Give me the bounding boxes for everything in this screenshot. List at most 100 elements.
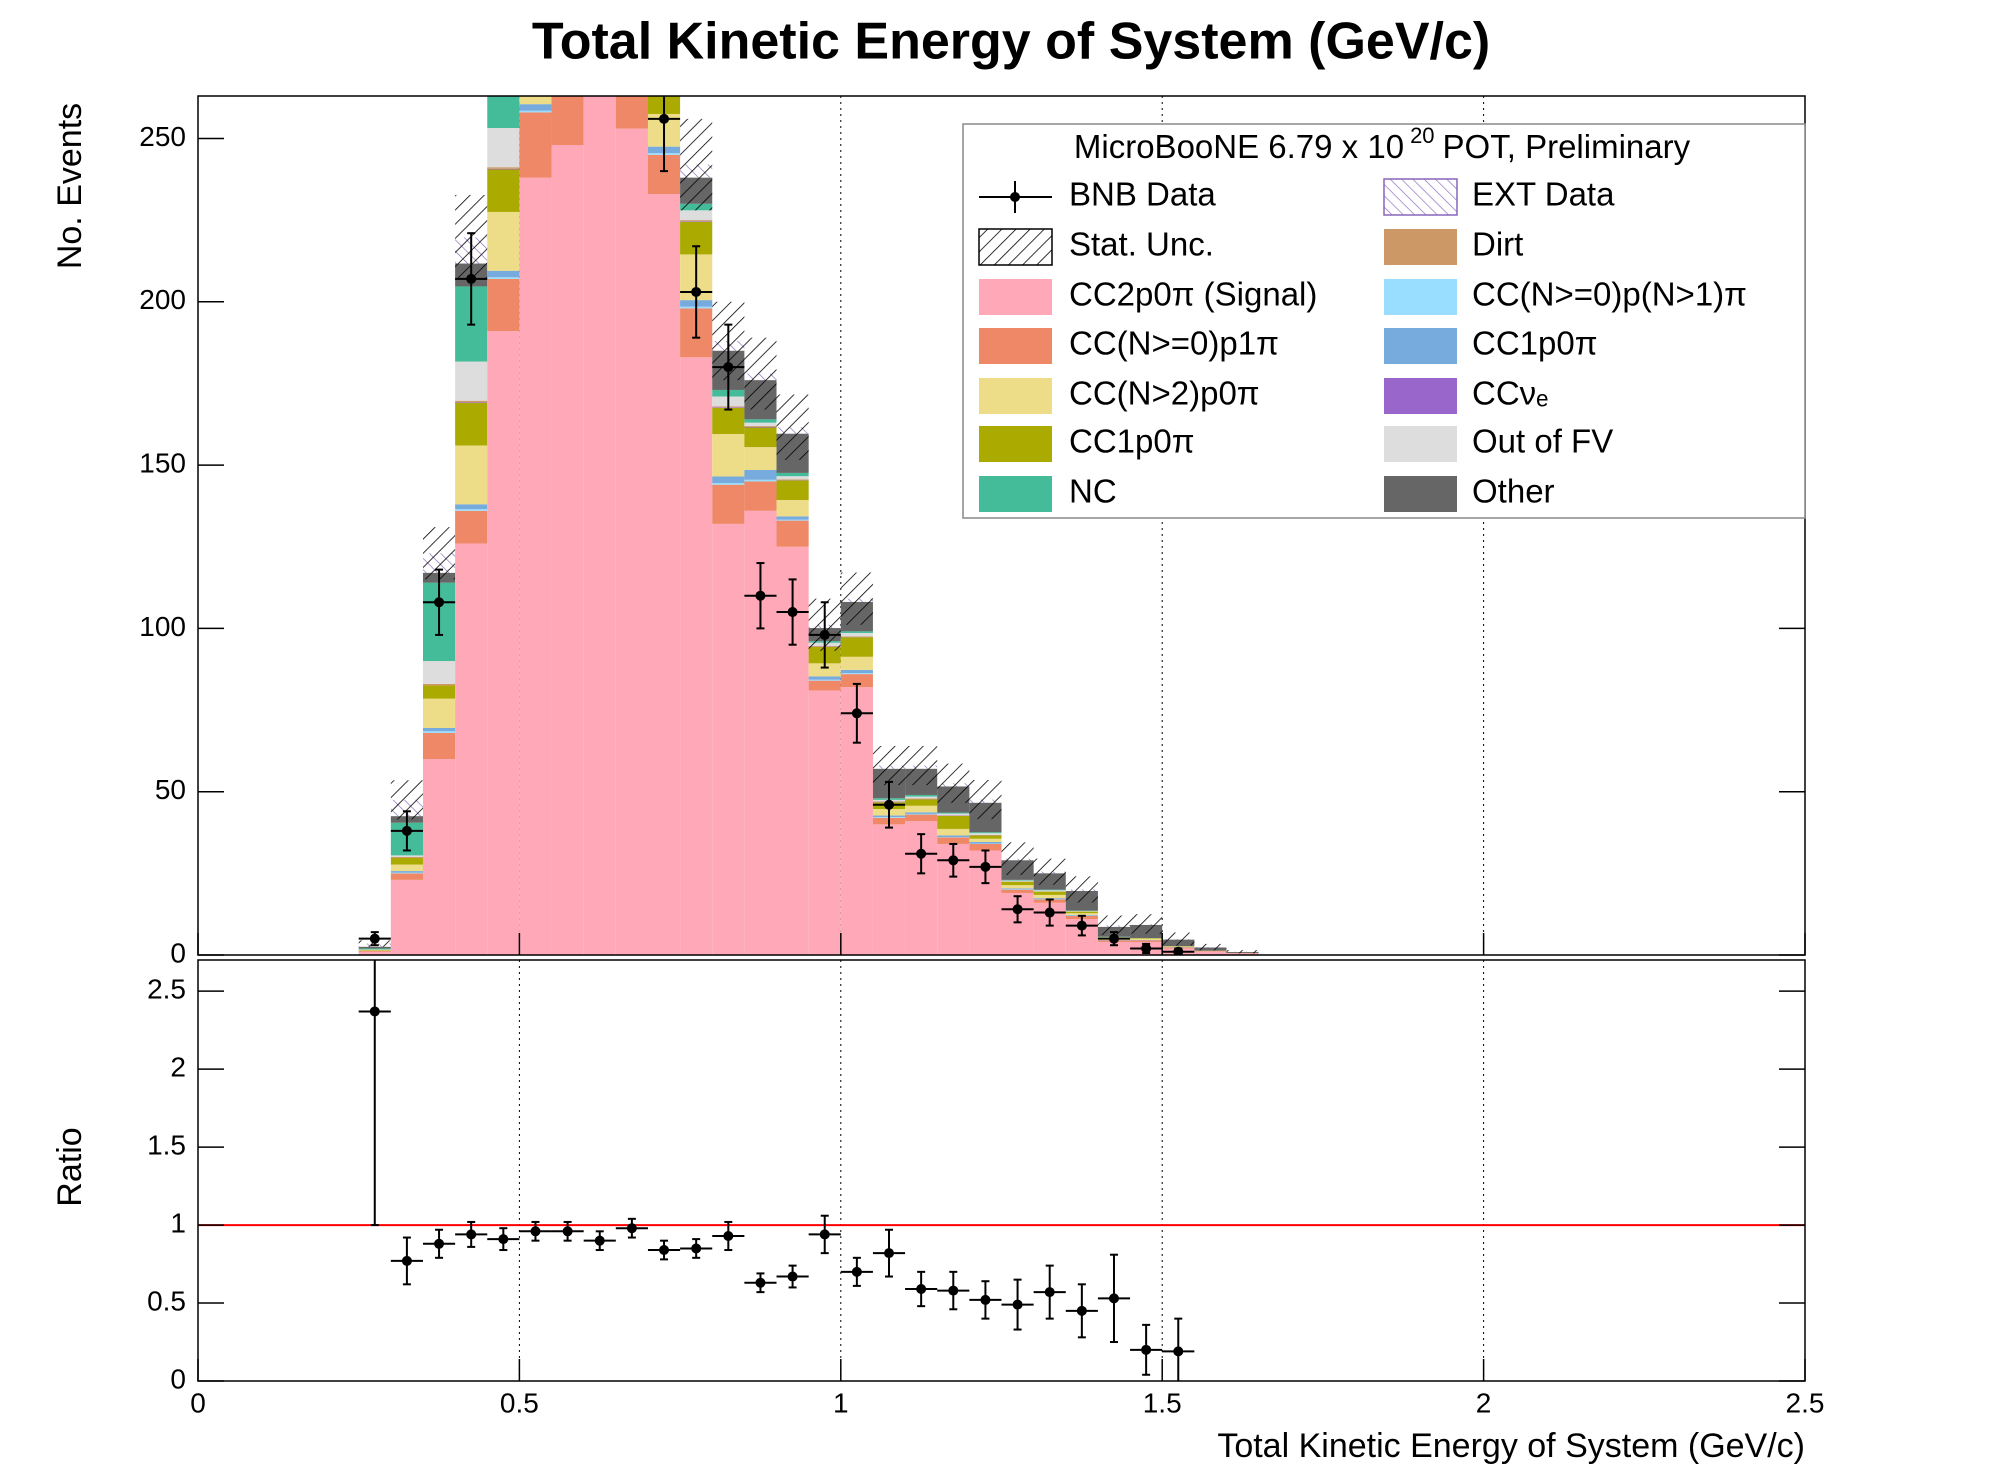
bar-segment	[615, 96, 648, 129]
x-axis-title: Total Kinetic Energy of System (GeV/c)	[1217, 1427, 1805, 1465]
bar-segment	[487, 96, 520, 129]
data-point	[1141, 1344, 1152, 1355]
data-point	[1108, 933, 1119, 944]
data-point	[1044, 1287, 1055, 1298]
data-point	[434, 597, 445, 608]
bar-segment	[905, 813, 938, 815]
plot-frame	[197, 959, 1806, 1382]
bar-segment	[1065, 910, 1098, 912]
bar-segment	[1065, 913, 1098, 915]
bar-segment	[840, 631, 873, 633]
bar-segment	[487, 168, 520, 170]
data-point	[819, 629, 830, 640]
bar-segment	[969, 833, 1002, 835]
bar-segment	[390, 871, 423, 873]
bar-segment	[647, 193, 681, 955]
x-tick-label: 2	[1476, 1387, 1492, 1418]
legend-marker	[1010, 192, 1020, 202]
bar-segment	[969, 841, 1002, 844]
legend-swatch	[979, 378, 1052, 414]
y-tick-label: 50	[155, 774, 186, 805]
bar-segment	[648, 87, 680, 88]
bar-segment	[808, 663, 841, 677]
bar-segment	[552, 0, 584, 5]
bar-segment	[937, 815, 970, 829]
bar-segment	[487, 7, 519, 20]
x-tick-label: 1.5	[1143, 1387, 1182, 1418]
data-point	[401, 1255, 412, 1266]
legend-label: Out of FV	[1472, 423, 1613, 460]
bar-segment	[487, 20, 519, 46]
bar-segment	[744, 447, 777, 470]
bar-segment	[969, 835, 1002, 839]
bar-segment	[712, 476, 745, 484]
data-point	[884, 799, 895, 810]
bar-segment	[455, 400, 488, 403]
stat-unc	[776, 394, 809, 460]
data-point	[916, 848, 927, 859]
bar-segment	[937, 828, 970, 836]
legend-label: CC1p0π	[1069, 423, 1195, 460]
plot-frame	[197, 95, 1806, 956]
bar-segment	[969, 838, 1002, 842]
data-point	[1012, 904, 1023, 915]
y-tick-label: 150	[139, 447, 186, 478]
bar-segment	[358, 946, 391, 949]
legend-label: Other	[1472, 473, 1555, 510]
bar-segment	[1097, 941, 1131, 955]
y-tick-label: 0	[170, 1363, 186, 1394]
bar-segment	[455, 361, 488, 401]
bar-segment	[744, 427, 777, 448]
bar-segment	[969, 832, 1002, 834]
bar-segment	[487, 167, 520, 169]
legend-label: CC2p0π (Signal)	[1069, 276, 1317, 313]
stat-unc	[552, 0, 584, 11]
bar-segment	[390, 857, 423, 858]
bar-segment	[422, 685, 456, 699]
bar-segment	[744, 422, 777, 426]
data-point	[1141, 943, 1152, 954]
stat-unc	[1033, 858, 1066, 885]
data-point	[691, 1243, 702, 1254]
legend-label: NC	[1069, 473, 1117, 510]
bar-segment	[487, 169, 520, 212]
legend-header-end: POT, Preliminary	[1443, 128, 1691, 165]
bar-segment	[422, 698, 456, 729]
stat-unc	[937, 763, 970, 803]
bar-segment	[680, 221, 713, 222]
legend-swatch	[979, 279, 1052, 315]
ratio-plot	[198, 960, 1805, 1381]
bar-segment	[519, 96, 552, 105]
bar-segment	[840, 656, 873, 670]
legend-swatch	[1384, 378, 1457, 414]
bar-segment	[1033, 889, 1066, 891]
stat-unc	[905, 745, 938, 786]
legend-swatch	[978, 228, 1053, 266]
data-point	[562, 1226, 573, 1237]
data-point	[851, 1266, 862, 1277]
data-point	[1173, 946, 1184, 955]
legend-swatch	[1384, 476, 1457, 512]
bar-segment	[648, 76, 680, 86]
data-point	[884, 1248, 895, 1259]
data-point	[980, 1294, 991, 1305]
bar-segment	[487, 277, 520, 279]
y-tick-label: 250	[139, 121, 186, 152]
stat-unc	[1001, 842, 1034, 875]
data-point	[723, 362, 734, 373]
data-point	[691, 286, 702, 297]
bar-segment	[422, 728, 456, 732]
bar-segment	[358, 951, 391, 955]
bar-segment	[1226, 953, 1259, 955]
bar-segment	[519, 112, 552, 178]
bar-segment	[616, 78, 648, 80]
bar-segment	[422, 732, 456, 760]
legend-swatch	[1384, 426, 1457, 462]
bar-segment	[455, 402, 488, 404]
y-tick-label: 0.5	[147, 1285, 186, 1316]
y-tick-label: 2.5	[147, 974, 186, 1005]
bar-segment	[1130, 938, 1163, 940]
bar-segment	[390, 873, 423, 880]
bar-segment	[840, 637, 873, 657]
data-point	[1044, 907, 1055, 918]
